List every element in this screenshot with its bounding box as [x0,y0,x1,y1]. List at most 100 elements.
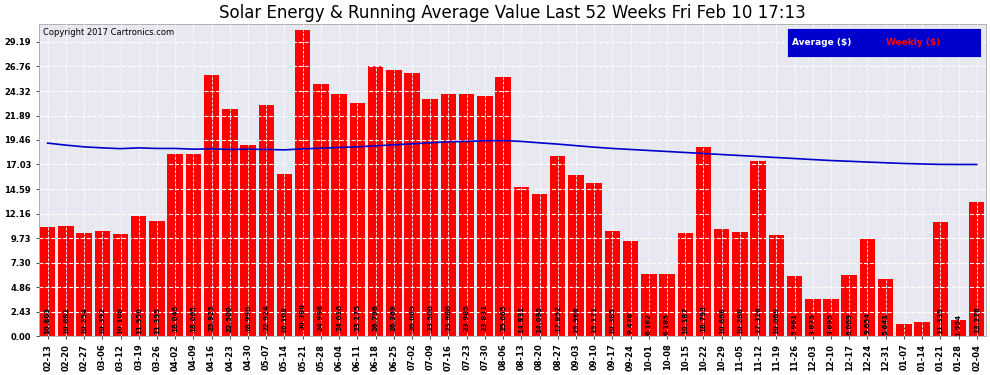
Text: 11.335: 11.335 [938,307,943,334]
Bar [58,226,73,336]
Bar [241,145,255,336]
Bar [605,231,620,336]
Text: 10.668: 10.668 [719,307,725,334]
Text: 10.069: 10.069 [773,307,779,334]
Bar [586,183,602,336]
Text: 25.665: 25.665 [500,304,506,331]
Text: 18.046: 18.046 [172,305,178,332]
Text: 11.395: 11.395 [154,307,160,334]
Text: 6.182: 6.182 [645,313,651,335]
Text: 30.388: 30.388 [300,303,306,330]
Bar [933,222,948,336]
Bar [95,231,110,336]
Bar [368,66,383,336]
Text: 10.385: 10.385 [610,307,616,334]
Bar [204,75,220,336]
Text: 10.288: 10.288 [737,307,742,334]
Bar [733,232,747,336]
Bar [167,154,183,336]
Text: 24.016: 24.016 [337,304,343,331]
Bar [423,99,438,336]
Text: 26.069: 26.069 [409,304,415,331]
Text: 3.695: 3.695 [828,314,834,335]
Bar [532,194,547,336]
Bar [623,241,639,336]
Text: 10.392: 10.392 [99,307,105,334]
Text: 18.793: 18.793 [701,305,707,332]
Text: 14.831: 14.831 [519,306,525,333]
Bar [186,154,201,336]
Bar [859,239,875,336]
Text: 10.108: 10.108 [118,307,124,334]
FancyBboxPatch shape [787,28,981,57]
Text: 15.171: 15.171 [591,306,597,333]
Bar [969,202,984,336]
Text: Copyright 2017 Cartronics.com: Copyright 2017 Cartronics.com [44,28,174,38]
Text: 18.065: 18.065 [190,306,196,332]
Text: Weekly ($): Weekly ($) [886,38,940,47]
Bar [277,174,292,336]
Bar [332,94,346,336]
Bar [459,94,474,336]
Text: 23.175: 23.175 [354,304,360,332]
Text: 14.095: 14.095 [537,306,543,333]
Text: 23.980: 23.980 [446,304,451,331]
Bar [950,320,966,336]
Bar [495,78,511,336]
Bar [113,234,129,336]
Text: 1.554: 1.554 [955,314,961,336]
Text: 17.852: 17.852 [554,306,560,333]
Text: 18.990: 18.990 [246,305,251,332]
Bar [659,274,675,336]
Bar [404,74,420,336]
Bar [714,229,730,336]
Text: 17.326: 17.326 [755,306,761,333]
Bar [550,156,565,336]
Text: 10.254: 10.254 [81,307,87,334]
Bar [642,274,656,336]
Bar [222,110,238,336]
Text: 24.996: 24.996 [318,304,324,331]
Bar [40,227,55,336]
Text: 9.654: 9.654 [864,312,870,334]
Bar [295,30,311,336]
Bar [805,299,821,336]
Bar [768,235,784,336]
Text: Average ($): Average ($) [792,38,851,47]
Bar [131,216,147,336]
Text: 6.185: 6.185 [664,313,670,335]
Text: 9.478: 9.478 [628,312,634,334]
Text: 22.924: 22.924 [263,304,269,332]
Bar [842,275,857,336]
Text: 11.950: 11.950 [136,307,142,334]
Bar [477,96,493,336]
Text: 10.803: 10.803 [45,307,50,334]
Text: 10.187: 10.187 [682,307,688,334]
Bar [750,162,766,336]
Bar [76,233,92,336]
Text: 13.276: 13.276 [974,306,980,333]
Bar [915,322,930,336]
Bar [386,70,402,336]
Text: 6.069: 6.069 [846,313,852,335]
Bar [677,233,693,336]
Bar [824,299,839,336]
Bar [568,175,584,336]
Bar [514,187,529,336]
Text: 23.985: 23.985 [463,304,469,331]
Bar [441,94,456,336]
Text: 3.675: 3.675 [810,314,816,335]
Bar [878,279,893,336]
Bar [258,105,274,336]
Text: 26.369: 26.369 [391,304,397,331]
Title: Solar Energy & Running Average Value Last 52 Weeks Fri Feb 10 17:13: Solar Energy & Running Average Value Las… [219,4,806,22]
Text: 5.961: 5.961 [792,313,798,335]
Bar [313,84,329,336]
Text: 16.108: 16.108 [281,306,287,333]
Bar [696,147,711,336]
Bar [787,276,802,336]
Bar [149,221,164,336]
Text: 5.641: 5.641 [883,313,889,335]
Bar [896,324,912,336]
Text: 25.925: 25.925 [209,304,215,331]
